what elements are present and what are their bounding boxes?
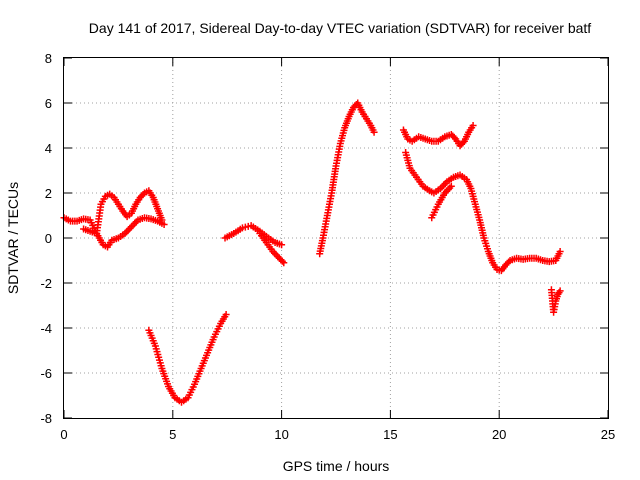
data-point — [447, 182, 455, 190]
data-point — [278, 257, 286, 265]
data-point — [440, 181, 448, 189]
data-point — [131, 219, 139, 227]
y-tick-label: -8 — [40, 411, 52, 426]
data-point — [139, 191, 147, 198]
y-tick-label: 8 — [45, 51, 52, 66]
chart-title: Day 141 of 2017, Sidereal Day-to-day VTE… — [89, 20, 592, 36]
data-point — [271, 249, 279, 257]
grid-lines — [64, 58, 608, 418]
series-arc-2 — [145, 311, 230, 406]
data-point — [126, 224, 134, 232]
series-arc-1a — [60, 214, 168, 251]
data-point — [450, 134, 458, 141]
data-point — [469, 122, 477, 129]
y-tick-label: -6 — [40, 366, 52, 381]
data-point — [446, 184, 454, 192]
x-tick-label: 5 — [169, 427, 176, 442]
data-point — [278, 241, 286, 249]
series-arc-5a — [399, 122, 477, 150]
data-point — [459, 139, 467, 147]
data-point — [505, 258, 513, 266]
y-tick-label: -4 — [40, 321, 52, 336]
data-points — [60, 99, 564, 406]
data-point — [129, 221, 137, 229]
data-point — [124, 226, 132, 234]
y-tick-labels: -8 -6 -4 -2 0 2 4 6 8 — [40, 51, 52, 426]
series-arc-3b — [256, 230, 288, 267]
data-point — [370, 128, 378, 136]
x-tick-label: 15 — [383, 427, 397, 442]
y-tick-label: 4 — [45, 141, 52, 156]
data-point — [158, 216, 166, 224]
y-tick-label: 6 — [45, 96, 52, 111]
y-tick-label: -2 — [40, 276, 52, 291]
x-tick-label: 10 — [274, 427, 288, 442]
data-point — [272, 251, 280, 259]
series-arc-6 — [547, 286, 564, 316]
data-point — [444, 186, 452, 194]
data-point — [280, 259, 288, 267]
data-point — [556, 248, 564, 255]
series-arc-3a — [221, 222, 286, 249]
series-arc-1b — [80, 187, 166, 237]
x-tick-labels: 0 5 10 15 20 25 — [60, 427, 615, 442]
plot-frame — [63, 57, 609, 419]
data-point — [127, 223, 135, 231]
y-tick-label: 0 — [45, 231, 52, 246]
series-arc-5c — [428, 182, 455, 222]
data-point — [556, 287, 564, 295]
y-axis-label: SDTVAR / TECUs — [5, 182, 21, 294]
x-tick-label: 20 — [492, 427, 506, 442]
x-axis-label: GPS time / hours — [283, 458, 390, 474]
x-tick-label: 25 — [601, 427, 615, 442]
data-point — [160, 221, 168, 228]
series-arc-5b — [402, 149, 564, 275]
y-tick-label: 2 — [45, 186, 52, 201]
data-point — [222, 311, 230, 318]
x-tick-label: 0 — [60, 427, 67, 442]
series-arc-4 — [316, 99, 378, 258]
